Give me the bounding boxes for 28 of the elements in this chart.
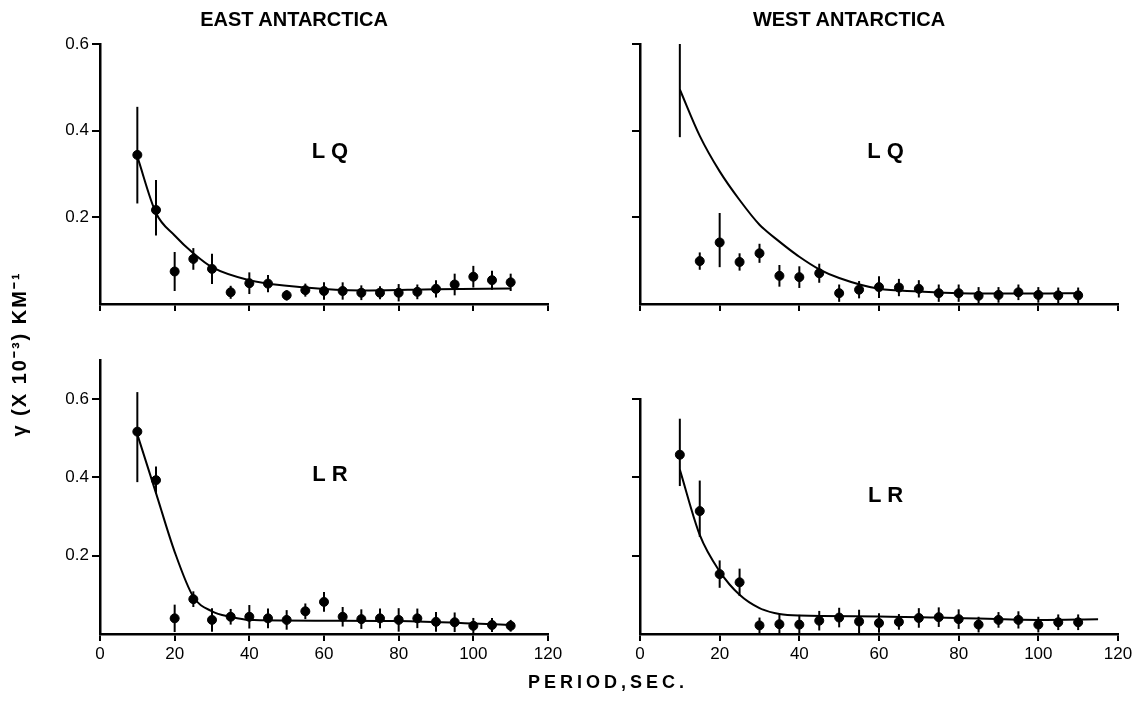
x-tick-label: 60: [869, 643, 889, 663]
annotation: LR: [867, 482, 910, 508]
x-tick-label: 0: [635, 643, 645, 663]
y-tick-label: 0.6: [65, 33, 89, 53]
x-tick-label: 40: [789, 643, 809, 663]
annotation: LQ: [867, 138, 910, 164]
x-tick-label: 80: [949, 643, 969, 663]
x-tick-label: 20: [165, 643, 185, 663]
x-tick-label: 40: [239, 643, 259, 663]
x-tick-label: 100: [1024, 643, 1053, 663]
y-tick-label: 0.2: [65, 545, 89, 565]
chart-title: WEST ANTARCTICA: [752, 7, 946, 30]
x-tick-label: 0: [95, 643, 105, 663]
x-tick-label: 100: [459, 643, 488, 663]
chart-title: EAST ANTARCTICA: [200, 7, 388, 30]
x-tick-label: 120: [1103, 643, 1133, 663]
y-tick-label: 0.4: [65, 120, 89, 140]
x-axis-title: PERIOD,SEC.: [527, 672, 689, 693]
y-tick-label: 0.2: [65, 207, 89, 227]
x-tick-label: 120: [533, 643, 563, 663]
x-tick-label: 60: [314, 643, 334, 663]
x-tick-label: 20: [710, 643, 730, 663]
y-tick-label: 0.6: [65, 388, 89, 408]
x-tick-label: 80: [389, 643, 409, 663]
annotation: LQ: [311, 138, 355, 164]
y-tick-label: 0.4: [65, 467, 89, 487]
y-axis-title: γ (X 10⁻³) KM⁻¹: [6, 271, 31, 437]
annotation: LR: [312, 460, 354, 486]
